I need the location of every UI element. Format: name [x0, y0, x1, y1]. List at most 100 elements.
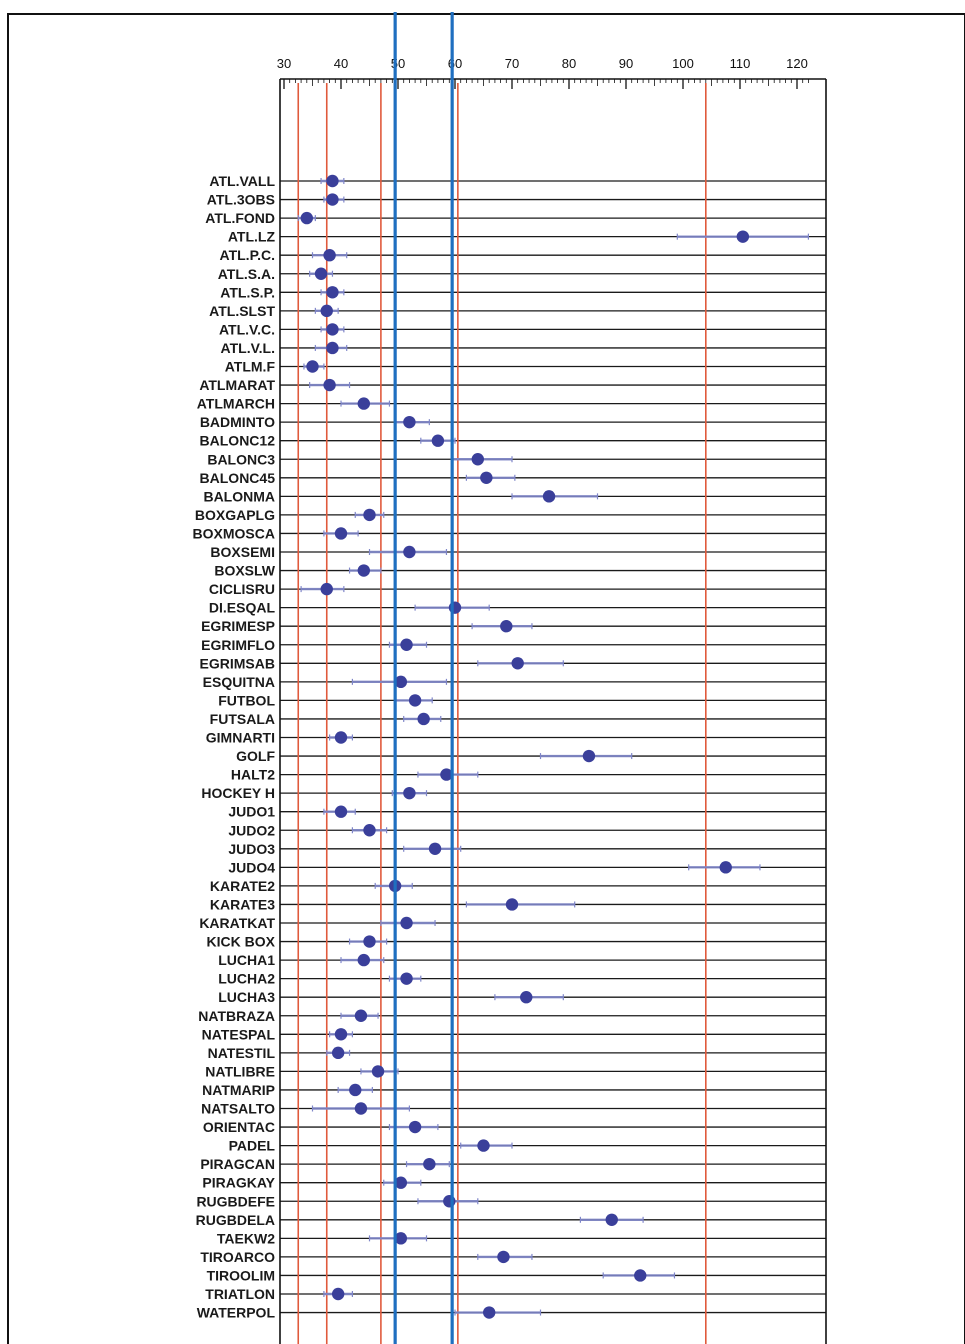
data-point [300, 211, 313, 225]
category-label: BALONMA [203, 488, 275, 504]
data-point [323, 378, 336, 392]
data-point [400, 638, 413, 651]
category-label: ATL.S.A. [218, 266, 275, 282]
category-label: NATLIBRE [205, 1063, 275, 1079]
category-label: ATLMARAT [199, 377, 275, 393]
category-label: JUDO3 [228, 841, 275, 857]
category-label: NATBRAZA [198, 1008, 275, 1024]
category-labels: ATL.VALL ATL.3OBS ATL.FOND ATL.LZ ATL.P.C. AT… [193, 173, 276, 1321]
category-label: TIROOLIM [207, 1267, 275, 1283]
data-point [357, 953, 370, 967]
category-label: LUCHA2 [218, 971, 275, 987]
data-points [300, 174, 750, 1319]
data-point [371, 1065, 385, 1078]
x-tick-label: 60 [448, 56, 462, 71]
data-point [394, 1176, 408, 1189]
category-label: ATL.V.C. [219, 321, 275, 337]
data-point [511, 657, 524, 670]
category-label: PIRAGCAN [200, 1156, 275, 1172]
x-axis: 30 40 50 60 70 80 90 100 110 120 [277, 56, 827, 1344]
x-tick-label: 110 [730, 56, 751, 71]
data-point [334, 1028, 348, 1041]
data-point [400, 916, 413, 930]
data-point [400, 972, 413, 985]
category-label: NATSALTO [201, 1101, 275, 1117]
x-tick-label: 70 [505, 56, 519, 71]
data-point [326, 286, 339, 299]
data-point [542, 490, 556, 503]
data-point [736, 230, 750, 243]
category-label: ATL.V.L. [221, 340, 275, 356]
category-label: BALONC45 [200, 470, 276, 486]
category-label: RUGBDELA [196, 1212, 275, 1228]
category-label: ORIENTAC [203, 1119, 275, 1135]
category-label: ATL.SLST [209, 303, 275, 319]
data-point [314, 267, 328, 280]
data-point [334, 731, 348, 744]
category-label: KARATE2 [210, 878, 275, 894]
data-point [326, 323, 339, 336]
data-point [408, 1120, 422, 1134]
category-label: HALT2 [231, 767, 275, 783]
data-point [500, 620, 513, 633]
category-label: EGRIMESP [201, 618, 275, 634]
data-point [497, 1250, 510, 1264]
category-label: ATL.3OBS [207, 192, 275, 208]
category-label: DI.ESQAL [209, 600, 276, 616]
data-point [331, 1287, 345, 1301]
category-label: BADMINTO [200, 414, 275, 430]
data-point [431, 434, 445, 447]
category-label: ATL.VALL [209, 173, 275, 189]
category-label: FUTSALA [210, 711, 275, 727]
category-label: WATERPOL [197, 1305, 276, 1321]
category-label: KARATKAT [199, 915, 275, 931]
data-point [323, 249, 336, 262]
data-point [394, 1232, 408, 1245]
category-label: RUGBDEFE [196, 1193, 275, 1209]
data-point [483, 1306, 496, 1319]
category-label: BOXGAPLG [195, 507, 275, 523]
data-point [320, 582, 333, 596]
data-point [326, 193, 339, 206]
data-point [326, 341, 339, 355]
data-point [334, 527, 348, 540]
x-tick-label: 90 [619, 56, 633, 71]
data-point [334, 805, 348, 818]
category-label: KICK BOX [207, 934, 276, 950]
category-label: ATL.LZ [228, 229, 276, 245]
category-label: BALONC3 [207, 451, 275, 467]
data-point [520, 991, 533, 1004]
data-point [477, 1139, 490, 1152]
category-label: ESQUITNA [203, 674, 275, 690]
x-tick-label: 50 [391, 56, 405, 71]
data-point [480, 471, 493, 484]
data-point [408, 694, 422, 707]
category-label: NATESTIL [208, 1045, 276, 1061]
data-point [306, 360, 319, 373]
x-tick-label: 80 [562, 56, 576, 71]
data-point [505, 898, 519, 911]
data-point [354, 1102, 368, 1115]
category-label: FUTBOL [218, 692, 275, 708]
blue-reference-lines [393, 12, 454, 1344]
category-label: PADEL [229, 1138, 276, 1154]
category-label: TIROARCO [200, 1249, 275, 1265]
x-tick-label: 120 [786, 56, 808, 71]
data-point [357, 397, 370, 410]
data-point [403, 415, 416, 429]
category-label: KARATE3 [210, 896, 275, 912]
category-label: TAEKW2 [217, 1230, 275, 1246]
category-label: LUCHA1 [218, 952, 275, 968]
category-label: EGRIMFLO [201, 637, 275, 653]
data-point [403, 786, 416, 800]
category-label: HOCKEY H [201, 785, 275, 801]
category-label: JUDO4 [228, 859, 275, 875]
category-label: NATESPAL [202, 1026, 276, 1042]
data-point [349, 1083, 362, 1097]
category-label: CICLISRU [209, 581, 275, 597]
category-label: TRIATLON [205, 1286, 275, 1302]
data-point [634, 1269, 647, 1282]
data-point [428, 842, 442, 855]
data-point [357, 564, 370, 577]
